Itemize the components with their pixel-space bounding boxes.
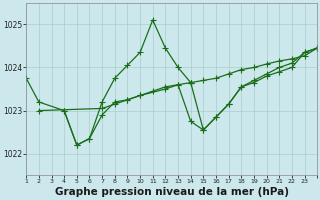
X-axis label: Graphe pression niveau de la mer (hPa): Graphe pression niveau de la mer (hPa) xyxy=(55,187,289,197)
